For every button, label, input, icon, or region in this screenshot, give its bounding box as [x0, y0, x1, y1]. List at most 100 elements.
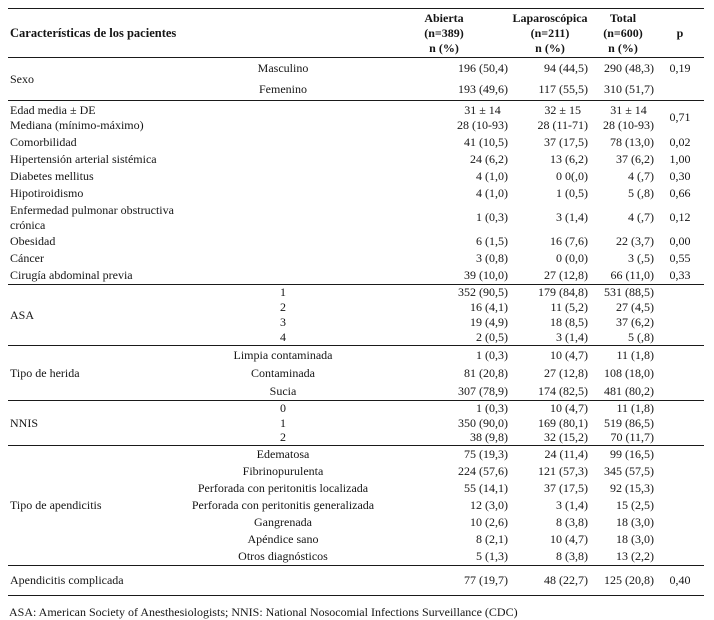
value-laparoscopica: 48 (22,7): [544, 573, 588, 588]
value-abierta: 5 (1,3): [476, 549, 508, 564]
cell-total: 290 (48,3): [590, 58, 656, 80]
value-laparoscopica: 16 (7,6): [550, 234, 588, 249]
cell-abierta: 12 (3,0): [378, 497, 510, 514]
table-row: Diabetes mellitus 4 (1,0) 0 0(,0) 4 (,7) 0,3…: [8, 168, 704, 185]
cell-laparoscopica: 16 (7,6): [510, 233, 590, 250]
value-laparoscopica: 10 (4,7): [550, 401, 588, 415]
cell-total: 3 (,5): [590, 250, 656, 267]
row-label: Tipo de herida: [8, 345, 188, 401]
cell-total: 519 (86,5): [590, 416, 656, 431]
value-laparoscopica: 3 (1,4): [556, 498, 588, 513]
cell-abierta: 4 (1,0): [378, 168, 510, 185]
value-abierta: 19 (4,9): [470, 315, 508, 330]
p-value: 0,55: [669, 251, 691, 266]
cell-laparoscopica: 24 (11,4): [510, 444, 590, 463]
cell-total: 70 (11,7): [590, 430, 656, 445]
cell-total: 4 (,7): [590, 168, 656, 185]
table-row: Tipo de herida Limpia contaminada 1 (0,3) 1…: [8, 345, 704, 401]
p-value: [656, 514, 704, 531]
cell-laparoscopica: 3 (1,4): [510, 202, 590, 233]
cell-abierta: 1 (0,3): [378, 399, 510, 416]
footnote: ASA: American Society of Anesthesiologis…: [9, 604, 518, 619]
row-sublabel: 2: [280, 300, 286, 315]
value-total: 18 (3,0): [616, 515, 654, 530]
cell-total: 66 (11,0): [590, 267, 656, 285]
cell-abierta: 41 (10,5): [378, 134, 510, 151]
row-label: Enfermedad pulmonar obstructiva crónica: [10, 202, 174, 232]
value-abierta: 31 ± 14 28 (10-93): [457, 102, 508, 132]
cell-total: 310 (51,7): [590, 79, 656, 101]
patient-characteristics-table: Características de los pacientes Abierta…: [8, 8, 704, 596]
cell-abierta: 24 (6,2): [378, 151, 510, 168]
value-laparoscopica: 169 (80,1): [538, 415, 588, 430]
cell-laparoscopica: 32 ± 15 28 (11-71): [510, 100, 590, 134]
row-sublabel: Edematosa: [188, 444, 378, 463]
cell-laparoscopica: 27 (12,8): [510, 364, 590, 382]
p-value: [656, 330, 704, 346]
value-total: 531 (88,5): [604, 285, 654, 300]
table-row: Perforada con peritonitis generalizada 12…: [8, 497, 704, 514]
p-value: 0,12: [669, 210, 691, 225]
value-total: 5 (,8): [628, 186, 654, 201]
p-value: [656, 430, 704, 445]
p-value: [656, 79, 704, 101]
row-sublabel: 4: [280, 330, 286, 345]
cell-abierta: 10 (2,6): [378, 514, 510, 531]
value-abierta: 193 (49,6): [458, 82, 508, 97]
cell-total: 125 (20,8): [590, 564, 656, 596]
cell-abierta: 55 (14,1): [378, 480, 510, 497]
cell-abierta: 75 (19,3): [378, 444, 510, 463]
value-total: 11 (1,8): [616, 401, 654, 415]
cell-laparoscopica: 0 (0,0): [510, 250, 590, 267]
row-sublabel: 3: [280, 315, 286, 330]
cell-laparoscopica: 117 (55,5): [510, 79, 590, 101]
p-value: 0,02: [669, 135, 691, 150]
cell-abierta: 38 (9,8): [378, 430, 510, 445]
value-total: 78 (13,0): [610, 135, 654, 150]
cell-total: 11 (1,8): [590, 345, 656, 364]
table-row: 3 19 (4,9) 18 (8,5) 37 (6,2): [8, 315, 704, 330]
table-row: 2 38 (9,8) 32 (15,2) 70 (11,7): [8, 430, 704, 445]
row-label: Edad media ± DE Mediana (mínimo-máximo): [8, 100, 378, 134]
header-col-n: (n=389): [424, 25, 464, 40]
p-value: [656, 416, 704, 431]
value-abierta: 12 (3,0): [470, 498, 508, 513]
header-row: Características de los pacientes Abierta…: [8, 8, 704, 58]
cell-abierta: 19 (4,9): [378, 315, 510, 330]
value-laparoscopica: 32 (15,2): [544, 430, 588, 445]
row-sublabel: Apéndice sano: [247, 532, 319, 547]
value-abierta: 4 (1,0): [476, 186, 508, 201]
p-value: 0,33: [669, 268, 691, 283]
value-total: 37 (6,2): [616, 315, 654, 330]
p-value: [656, 548, 704, 566]
value-laparoscopica: 37 (17,5): [544, 481, 588, 496]
row-sublabel: Masculino: [257, 61, 309, 76]
value-laparoscopica: 24 (11,4): [544, 447, 588, 462]
value-total: 22 (3,7): [616, 234, 654, 249]
table-row: Enfermedad pulmonar obstructiva crónica 1…: [8, 202, 704, 233]
value-total: 4 (,7): [628, 169, 654, 184]
table-row: Sexo Masculino 196 (50,4) 94 (44,5) 290 (48,…: [8, 58, 704, 86]
p-value: 0,00: [669, 234, 691, 249]
value-total: 290 (48,3): [604, 61, 654, 76]
row-label: Hipotiroidismo: [10, 186, 84, 201]
value-abierta: 350 (90,0): [458, 415, 508, 430]
value-abierta: 2 (0,5): [476, 330, 508, 345]
value-total: 18 (3,0): [616, 532, 654, 547]
cell-total: 15 (2,5): [590, 497, 656, 514]
value-total: 125 (20,8): [604, 573, 654, 588]
table-row: Edad media ± DE Mediana (mínimo-máximo) 3…: [8, 100, 704, 134]
value-abierta: 8 (2,1): [476, 532, 508, 547]
cell-abierta: 352 (90,5): [378, 284, 510, 300]
value-total: 70 (11,7): [610, 430, 654, 445]
value-total: 345 (57,5): [604, 464, 654, 479]
cell-laparoscopica: 10 (4,7): [510, 399, 590, 416]
value-total: 108 (18,0): [604, 365, 654, 380]
cell-laparoscopica: 1 (0,5): [510, 185, 590, 202]
value-laparoscopica: 8 (3,8): [556, 549, 588, 564]
value-laparoscopica: 11 (5,2): [550, 300, 588, 315]
value-abierta: 41 (10,5): [464, 135, 508, 150]
table-row: Gangrenada 10 (2,6) 8 (3,8) 18 (3,0): [8, 514, 704, 531]
p-value: 1,00: [669, 152, 691, 167]
cell-laparoscopica: 37 (17,5): [510, 480, 590, 497]
